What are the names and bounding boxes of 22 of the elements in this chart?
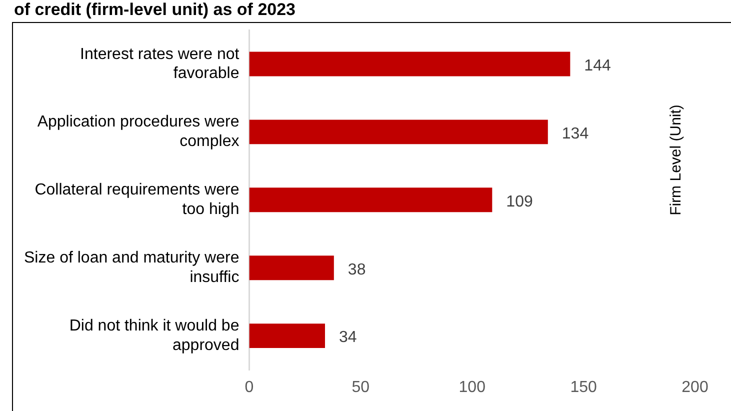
x-tick-label: 0 xyxy=(244,378,254,396)
data-label: 144 xyxy=(584,57,611,74)
bar xyxy=(249,324,325,348)
bar xyxy=(249,188,492,212)
bar xyxy=(249,52,570,76)
bar xyxy=(249,120,548,144)
y-tick-label: Size of loan and maturity were insuffic xyxy=(24,250,240,286)
data-label: 38 xyxy=(348,261,366,278)
y-tick-label: Interest rates were not favorable xyxy=(80,46,240,82)
data-label: 134 xyxy=(562,125,589,142)
chart-title: of credit (firm-level unit) as of 2023 xyxy=(14,0,296,20)
x-tick-label: 150 xyxy=(570,378,597,396)
y-axis-title: Firm Level (Unit) xyxy=(668,104,684,216)
data-label: 109 xyxy=(506,193,533,210)
x-tick-label: 200 xyxy=(682,378,708,396)
x-tick-label: 50 xyxy=(352,378,370,396)
y-tick-label: Application procedures were complex xyxy=(37,114,240,150)
bar xyxy=(249,256,334,280)
x-tick-label: 100 xyxy=(458,378,486,396)
data-label: 34 xyxy=(339,329,357,346)
y-tick-label: Did not think it would be approved xyxy=(69,318,240,354)
y-tick-label: Collateral requirements were too high xyxy=(34,182,240,218)
